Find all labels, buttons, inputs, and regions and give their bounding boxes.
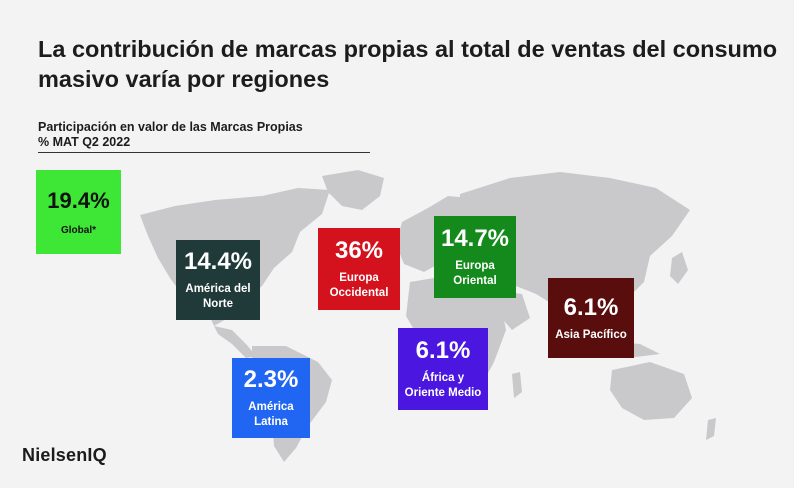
map-australia — [610, 362, 692, 420]
tile-western-europe-value: 36% — [334, 237, 384, 264]
tile-eastern-europe: 14.7% Europa Oriental — [434, 216, 516, 298]
tile-latin-america-value: 2.3% — [243, 366, 299, 393]
brand-logo: NielsenIQ — [22, 445, 107, 465]
tile-north-america: 14.4% América del Norte — [176, 240, 260, 320]
tile-western-europe-label: Europa Occidental — [329, 272, 389, 299]
tile-global: 19.4% Global* — [36, 170, 121, 254]
subtitle-divider — [38, 152, 370, 153]
tile-north-america-label: América del Norte — [185, 283, 251, 310]
subtitle-line-1: Participación en valor de las Marcas Pro… — [38, 120, 303, 134]
tile-global-label: Global* — [60, 224, 96, 236]
tile-latin-america: 2.3% América Latina — [232, 358, 310, 438]
map-japan — [670, 252, 688, 284]
map-europe — [396, 196, 470, 272]
tile-latin-america-label: América Latina — [248, 401, 294, 428]
tile-africa-middle-east-value: 6.1% — [415, 337, 471, 364]
tile-eastern-europe-label: Europa Oriental — [453, 260, 497, 287]
tile-asia-pacific-value: 6.1% — [563, 293, 619, 321]
map-arabia — [494, 290, 530, 330]
tile-eastern-europe-value: 14.7% — [440, 225, 510, 252]
map-new-zealand — [706, 418, 716, 440]
tile-africa-middle-east-label: África y Oriente Medio — [404, 372, 482, 399]
map-madagascar — [512, 372, 522, 398]
tile-africa-middle-east: 6.1% África y Oriente Medio — [398, 328, 488, 410]
map-greenland — [322, 170, 384, 210]
tile-global-value: 19.4% — [47, 187, 110, 213]
tile-asia-pacific: 6.1% Asia Pacífico — [548, 278, 634, 358]
tile-north-america-value: 14.4% — [183, 248, 253, 275]
tile-asia-pacific-label: Asia Pacífico — [555, 328, 627, 341]
page-title: La contribución de marcas propias al tot… — [38, 36, 778, 92]
map-central-america — [214, 326, 256, 358]
tile-western-europe: 36% Europa Occidental — [318, 228, 400, 310]
chart-subtitle: Participación en valor de las Marcas Pro… — [38, 120, 303, 150]
subtitle-line-2: % MAT Q2 2022 — [38, 135, 131, 149]
